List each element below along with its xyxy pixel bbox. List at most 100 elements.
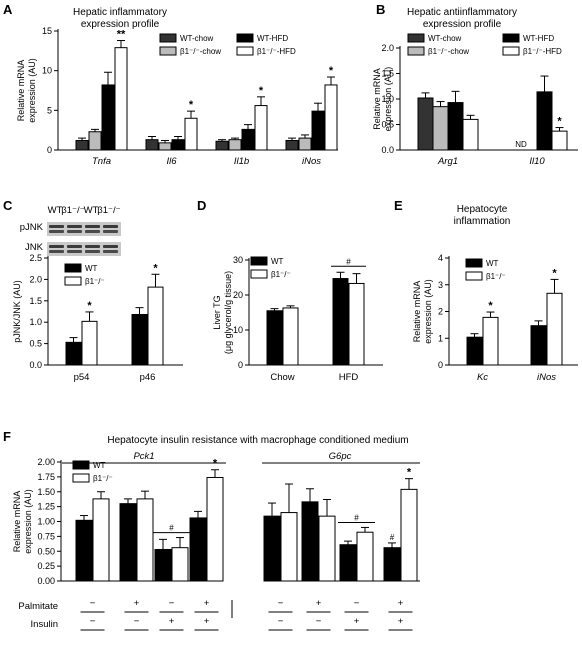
bar-F bbox=[92, 498, 110, 582]
bar-D bbox=[282, 307, 299, 366]
y-tick-label-F: 0.50 bbox=[37, 546, 55, 556]
bar-D bbox=[266, 310, 283, 366]
legend-label-D: WT bbox=[271, 257, 284, 266]
panel-label-E: E bbox=[394, 198, 403, 213]
y-tick-label-A: 10 bbox=[42, 66, 52, 76]
blot-band bbox=[85, 225, 100, 228]
bar-A bbox=[88, 131, 102, 151]
y-axis-label-F: Relative mRNA bbox=[12, 491, 22, 553]
y-axis-label-E: expression (AU) bbox=[423, 279, 433, 344]
y-tick-label-C: 1.5 bbox=[29, 296, 42, 306]
y-axis-label-B: Relative mRNA bbox=[372, 68, 382, 130]
x-tick-label-E: Kc bbox=[477, 372, 488, 383]
y-axis-label-D: (μg glycerol/g tissue) bbox=[223, 271, 233, 354]
bar-E bbox=[482, 316, 499, 366]
bar-F bbox=[280, 512, 298, 582]
bar-E bbox=[530, 325, 547, 366]
x-tick-label-E: iNos bbox=[537, 372, 556, 383]
bar-F bbox=[119, 503, 137, 582]
legend-label-B: WT-HFD bbox=[523, 34, 554, 43]
significance-mark-F: * bbox=[213, 458, 218, 470]
legend-label-E: β1⁻/⁻ bbox=[486, 272, 506, 281]
palmitate-sign-F: − bbox=[354, 598, 360, 609]
bar-D bbox=[348, 282, 365, 366]
bar-B bbox=[551, 130, 568, 151]
significance-mark-E: * bbox=[488, 300, 493, 312]
blot-band bbox=[85, 230, 100, 233]
insulin-sign-F: − bbox=[278, 616, 284, 627]
panel-title-B: expression profile bbox=[423, 19, 502, 30]
bar-F bbox=[154, 548, 172, 582]
bar-F bbox=[263, 515, 281, 582]
bar-A bbox=[145, 139, 159, 151]
bar-A bbox=[228, 139, 242, 151]
bar-A bbox=[324, 84, 338, 151]
blot-band bbox=[103, 250, 118, 253]
bar-A bbox=[298, 137, 312, 151]
x-tick-label-A: Tnfa bbox=[92, 156, 111, 167]
blot-band bbox=[49, 225, 64, 228]
group-mark-D: # bbox=[346, 257, 351, 266]
x-tick-label-A: Il1b bbox=[234, 156, 249, 167]
y-axis-label-F: expression (AU) bbox=[23, 489, 33, 554]
bar-A bbox=[158, 142, 172, 151]
y-tick-label-A: 15 bbox=[42, 26, 52, 36]
blot-strip bbox=[47, 242, 121, 256]
blot-band bbox=[49, 245, 64, 248]
palmitate-sign-F: + bbox=[398, 598, 404, 609]
y-tick-label-C: 0.0 bbox=[29, 360, 42, 370]
legend-label-B: WT-chow bbox=[428, 34, 462, 43]
significance-mark-A: * bbox=[189, 99, 194, 111]
bar-F bbox=[171, 547, 189, 582]
blot-band bbox=[85, 250, 100, 253]
y-tick-label-C: 0.5 bbox=[29, 339, 42, 349]
x-tick-label-C: p54 bbox=[74, 372, 90, 383]
group-mark-F: # bbox=[354, 513, 359, 522]
significance-mark-E: * bbox=[552, 267, 557, 279]
legend-label-A: β1⁻/⁻-HFD bbox=[257, 47, 296, 56]
panel-title-A: Hepatic inflammatory bbox=[73, 7, 167, 18]
palmitate-sign-F: − bbox=[278, 598, 284, 609]
y-tick-label-E: 2 bbox=[438, 307, 443, 317]
y-tick-label-B: 0.5 bbox=[381, 120, 394, 130]
y-axis-label-A: expression (AU) bbox=[27, 58, 37, 123]
panel-title-A: expression profile bbox=[81, 19, 160, 30]
y-tick-label-C: 2.0 bbox=[29, 274, 42, 284]
bar-C bbox=[131, 313, 148, 366]
gene-label-F: Pck1 bbox=[133, 451, 154, 462]
bar-E bbox=[466, 336, 483, 366]
legend-swatch-F bbox=[72, 473, 90, 483]
y-tick-label-F: 0.25 bbox=[37, 561, 55, 571]
bar-D bbox=[332, 278, 349, 366]
y-tick-label-E: 3 bbox=[438, 280, 443, 290]
legend-label-F: β1⁻/⁻ bbox=[93, 474, 113, 483]
insulin-sign-F: + bbox=[354, 616, 360, 627]
bar-E bbox=[546, 292, 563, 366]
legend-label-C: WT bbox=[85, 264, 98, 273]
y-tick-label-D: 30 bbox=[233, 255, 243, 265]
blot-band bbox=[49, 230, 64, 233]
legend-swatch-A bbox=[159, 46, 177, 56]
legend-label-E: WT bbox=[486, 259, 499, 268]
gene-label-F: G6pc bbox=[329, 451, 352, 462]
bar-A bbox=[114, 47, 128, 151]
y-axis-label-E: Relative mRNA bbox=[412, 281, 422, 343]
y-axis-label-D: Liver TG bbox=[212, 295, 222, 329]
legend-swatch-B bbox=[502, 33, 520, 43]
panel-title-E: inflammation bbox=[454, 216, 511, 227]
y-tick-label-D: 10 bbox=[233, 325, 243, 335]
y-tick-label-D: 0 bbox=[238, 360, 243, 370]
blot-band bbox=[67, 225, 82, 228]
y-tick-label-E: 4 bbox=[438, 253, 443, 263]
legend-swatch-A bbox=[236, 46, 254, 56]
bar-A bbox=[311, 110, 325, 151]
blot-band bbox=[67, 250, 82, 253]
bar-F bbox=[400, 488, 418, 582]
blot-band bbox=[67, 230, 82, 233]
bar-B bbox=[536, 91, 553, 151]
significance-mark-A: ** bbox=[117, 29, 126, 41]
palmitate-sign-F: + bbox=[316, 598, 322, 609]
insulin-sign-F: + bbox=[204, 616, 210, 627]
legend-label-C: β1⁻/⁻ bbox=[85, 277, 105, 286]
legend-swatch-B bbox=[407, 33, 425, 43]
